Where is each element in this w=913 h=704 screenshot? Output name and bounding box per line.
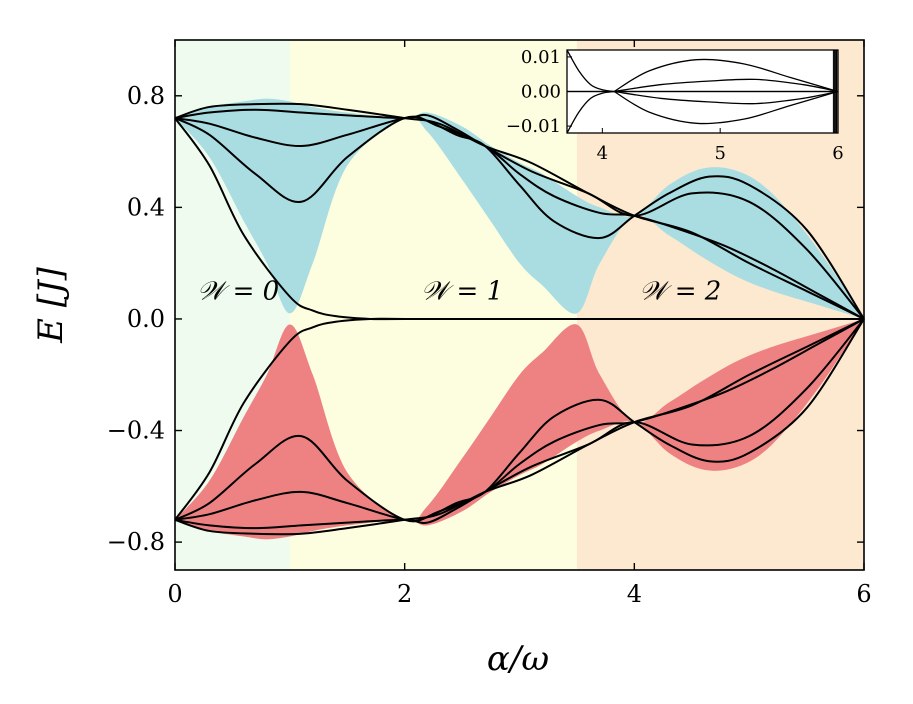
inset-x-tick-label-2: 6 xyxy=(832,143,843,164)
lower-band-line-4 xyxy=(174,317,864,521)
x-tick-label-0: 0 xyxy=(167,580,182,608)
y-tick-label-1: 0.4 xyxy=(127,193,165,221)
inset-x-tick-label-1: 5 xyxy=(714,143,725,164)
y-tick-label-0: 0.8 xyxy=(127,82,165,110)
inset-y-tick-label-0: 0.01 xyxy=(521,47,561,68)
axes: 0 2 4 6 0.8 0.4 0.0 −0.4 −0.8 xyxy=(107,39,872,608)
inset-line-lower-2 xyxy=(614,90,838,105)
y-axis-label: E [J] xyxy=(31,266,71,344)
band-fills xyxy=(175,98,864,540)
region-label-0: 𝒲 = 0 xyxy=(197,276,279,306)
y-tick-label-2: 0.0 xyxy=(127,305,165,333)
upper-band-line-3 xyxy=(174,115,865,320)
plot-frame xyxy=(174,39,865,571)
region-labels: 𝒲 = 0 𝒲 = 1 𝒲 = 2 xyxy=(197,276,721,306)
inset-line-1 xyxy=(613,58,838,93)
band-lines xyxy=(174,102,865,536)
region-label-1: 𝒲 = 1 xyxy=(421,276,503,306)
inset-line-2 xyxy=(614,78,838,93)
x-axis-label: α/ω xyxy=(487,639,549,679)
upper-band-fill xyxy=(175,98,864,319)
lower-band-line-3 xyxy=(174,318,865,523)
lower-band-fill xyxy=(175,318,864,540)
inset-plot: 4 5 6 0.01 0.00 −0.01 xyxy=(506,47,844,164)
y-tick-label-3: −0.4 xyxy=(107,417,165,445)
lower-band-line-2 xyxy=(174,318,865,522)
inset-line-lower-1 xyxy=(613,90,838,125)
region-label-2: 𝒲 = 2 xyxy=(639,276,721,306)
inset-y-tick-label-1: 0.00 xyxy=(521,82,561,103)
x-tick-label-3: 6 xyxy=(856,580,871,608)
inset-lines xyxy=(567,50,838,133)
y-tick-label-4: −0.8 xyxy=(107,528,165,556)
x-tick-label-1: 2 xyxy=(397,580,412,608)
x-tick-label-2: 4 xyxy=(627,580,642,608)
upper-band-line-2 xyxy=(174,116,865,320)
inset-y-tick-label-2: −0.01 xyxy=(506,116,561,137)
inset-line-0 xyxy=(567,50,615,93)
inset-line-lower-0 xyxy=(567,90,615,133)
inset-x-tick-label-0: 4 xyxy=(597,143,608,164)
